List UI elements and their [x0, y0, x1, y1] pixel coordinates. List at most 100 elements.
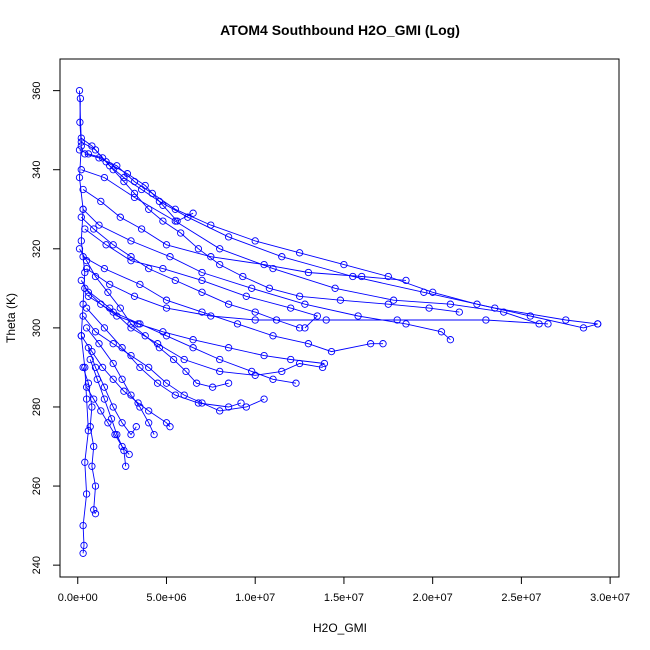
data-point: [159, 217, 167, 225]
data-point: [84, 150, 93, 158]
data-point: [207, 312, 215, 320]
data-point: [162, 304, 171, 312]
data-point: [79, 521, 87, 530]
data-point: [130, 177, 139, 186]
data-point: [127, 320, 135, 328]
series-line: [88, 295, 297, 384]
data-point: [384, 300, 392, 308]
data-point: [393, 316, 401, 324]
data-point: [100, 324, 109, 332]
y-axis: 240 260 280 300 320 340 360: [31, 81, 61, 574]
data-point: [136, 320, 144, 328]
data-point: [313, 312, 321, 320]
data-point: [594, 320, 602, 328]
data-point: [446, 300, 455, 308]
data-point: [171, 205, 179, 213]
data-point: [109, 340, 117, 348]
data-point: [198, 268, 206, 277]
data-point: [248, 284, 256, 292]
data-point: [526, 312, 534, 320]
data-point: [331, 284, 339, 292]
data-point: [224, 300, 233, 308]
data-point: [446, 336, 455, 344]
data-point: [84, 288, 93, 296]
data-point: [544, 320, 552, 328]
data-point: [75, 146, 84, 154]
series-profile-7: [82, 304, 245, 411]
data-point: [123, 170, 132, 178]
data-point: [100, 383, 109, 391]
data-point: [171, 217, 179, 225]
data-point: [166, 423, 174, 431]
data-point: [189, 336, 197, 344]
data-point: [216, 245, 224, 253]
data-point: [109, 166, 117, 174]
data-point: [327, 347, 336, 356]
data-point: [455, 308, 463, 316]
data-point: [116, 213, 124, 221]
data-point: [292, 379, 300, 387]
data-point: [177, 229, 185, 237]
data-point: [86, 355, 94, 364]
data-point: [84, 379, 93, 387]
data-point: [260, 351, 268, 360]
data-point: [109, 375, 117, 383]
data-point: [322, 316, 330, 324]
series-line: [86, 268, 549, 325]
data-point: [295, 249, 304, 257]
series-line: [84, 153, 598, 329]
data-point: [354, 312, 362, 320]
data-point: [130, 189, 139, 198]
data-point: [425, 304, 433, 312]
data-point: [265, 284, 274, 292]
data-point: [173, 217, 181, 225]
series-profile-20: [75, 245, 233, 391]
y-tick-label: 260: [31, 477, 43, 495]
data-point: [491, 304, 499, 312]
data-point: [77, 237, 85, 245]
data-point: [82, 490, 91, 498]
data-point: [208, 383, 217, 391]
data-point: [104, 288, 112, 296]
data-point: [104, 419, 112, 427]
data-point: [111, 430, 119, 439]
chart-title: ATOM4 Southbound H2O_GMI (Log): [220, 22, 460, 38]
series-line: [82, 315, 265, 412]
data-point: [136, 363, 144, 372]
data-point: [278, 253, 286, 261]
data-point: [162, 379, 171, 387]
data-point: [192, 379, 201, 387]
data-point: [366, 340, 375, 348]
data-point: [80, 541, 88, 550]
x-axis: 0.0e+00 5.0e+06 1.0e+07 1.5e+07 2.0e+07 2.5e+…: [58, 576, 630, 604]
data-point: [77, 332, 85, 340]
data-point: [272, 316, 281, 324]
data-point: [402, 276, 410, 285]
data-point: [91, 510, 100, 518]
data-point: [109, 241, 117, 249]
data-point: [242, 292, 250, 300]
data-point: [127, 430, 135, 439]
data-point: [76, 94, 85, 103]
data-point: [207, 221, 215, 229]
data-point: [98, 363, 107, 372]
data-point: [194, 245, 203, 253]
data-point: [145, 264, 153, 273]
data-point: [106, 280, 114, 289]
series-layer: [75, 86, 602, 557]
y-tick-label: 360: [31, 81, 43, 99]
data-point: [91, 272, 100, 281]
data-point: [77, 213, 85, 221]
data-point: [134, 320, 142, 328]
data-point: [127, 351, 135, 360]
data-point: [137, 225, 146, 233]
data-point: [384, 272, 392, 281]
x-tick-label: 2.5e+07: [501, 592, 541, 604]
data-point: [216, 407, 224, 415]
data-point: [97, 197, 105, 206]
series-profile-16: [79, 312, 268, 415]
data-point: [118, 375, 126, 383]
data-point: [318, 363, 327, 372]
data-point: [75, 173, 84, 182]
data-point: [237, 399, 245, 407]
